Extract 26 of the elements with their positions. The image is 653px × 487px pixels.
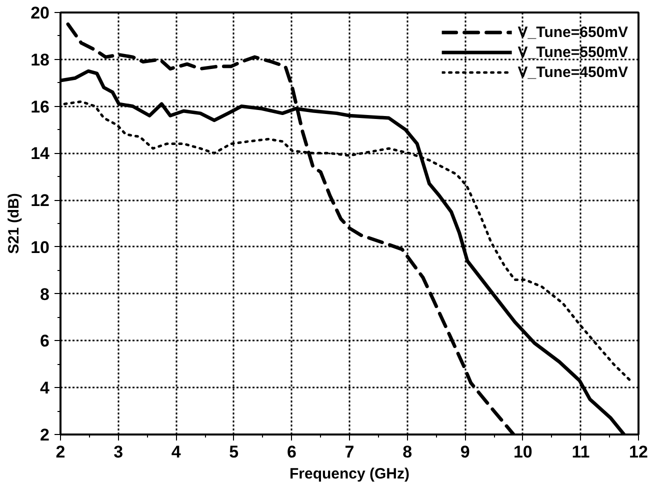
y-tick-label: 2 <box>40 426 50 444</box>
y-tick-label: 20 <box>30 4 50 22</box>
legend-label: V_Tune=650mV <box>518 24 628 40</box>
y-axis-title: S21 (dB) <box>6 193 23 254</box>
x-tick-label: 4 <box>171 442 182 462</box>
x-tick-label: 9 <box>460 442 470 462</box>
x-tick-label: 10 <box>513 442 532 462</box>
legend-label: V_Tune=450mV <box>518 64 628 80</box>
y-tick-label: 4 <box>40 378 50 398</box>
y-tick-label: 16 <box>30 97 50 116</box>
y-tick-label: 12 <box>30 191 50 210</box>
x-axis-title: Frequency (GHz) <box>289 466 410 482</box>
y-tick-label: 8 <box>40 284 50 304</box>
x-tick-label: 11 <box>572 442 590 462</box>
y-tick-label: 6 <box>40 332 50 351</box>
x-tick-label: 8 <box>402 442 412 462</box>
x-tick-label: 12 <box>629 442 648 462</box>
x-tick-label: 5 <box>229 442 239 462</box>
x-tick-label: 3 <box>114 442 124 462</box>
y-tick-label: 18 <box>30 50 50 70</box>
y-tick-label: 10 <box>30 238 50 257</box>
x-tick-label: 7 <box>344 442 354 462</box>
y-tick-label: 14 <box>30 144 50 164</box>
x-tick-label: 2 <box>56 442 66 462</box>
x-tick-label: 6 <box>286 442 296 462</box>
legend-label: V_Tune=550mV <box>518 44 628 60</box>
